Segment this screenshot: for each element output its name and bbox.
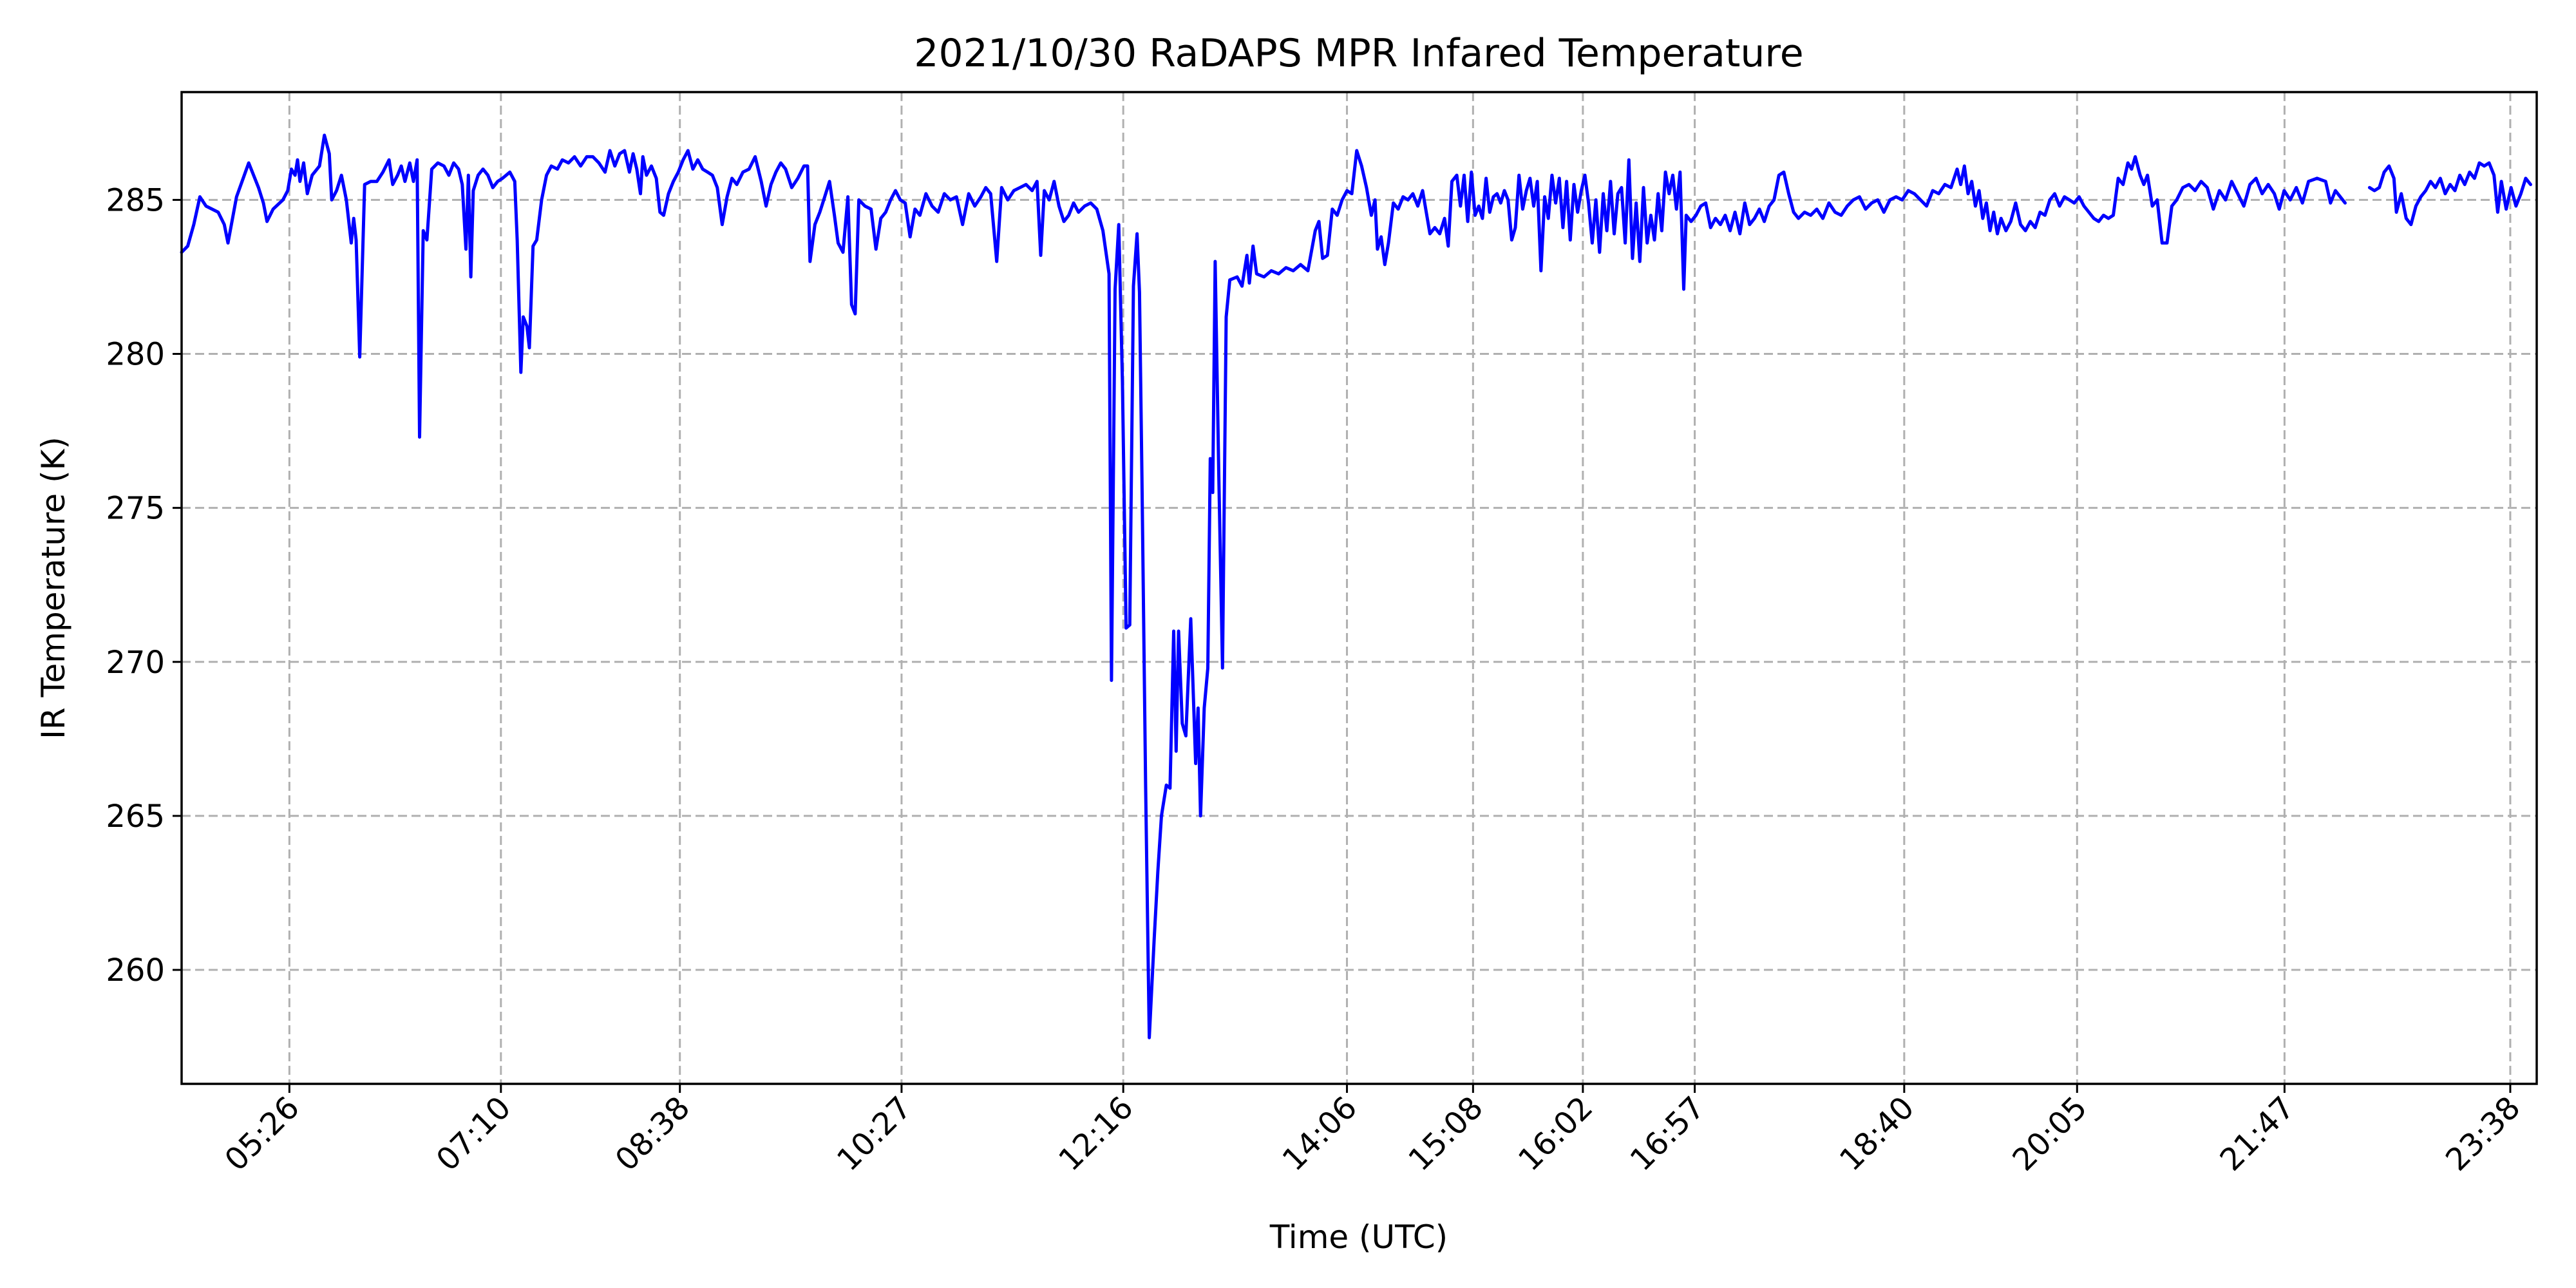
data-lines bbox=[180, 133, 2532, 1039]
y-axis-label: IR Temperature (K) bbox=[35, 437, 72, 739]
ir-temperature-line bbox=[2367, 161, 2532, 227]
plot-background bbox=[182, 92, 2537, 1084]
y-tick-label: 265 bbox=[106, 799, 165, 835]
plot-frame bbox=[180, 91, 2538, 1085]
y-tick-label: 260 bbox=[106, 952, 165, 989]
ir-temperature-line bbox=[180, 133, 2347, 1039]
y-tick-label: 285 bbox=[106, 182, 165, 218]
y-tick-label: 275 bbox=[106, 491, 165, 527]
x-axis-label: Time (UTC) bbox=[1269, 1218, 1448, 1256]
y-tick-label: 270 bbox=[106, 645, 165, 681]
y-tick-label: 280 bbox=[106, 337, 165, 373]
grid bbox=[182, 92, 2537, 1084]
chart-title: 2021/10/30 RaDAPS MPR Infared Temperatur… bbox=[914, 31, 1803, 76]
